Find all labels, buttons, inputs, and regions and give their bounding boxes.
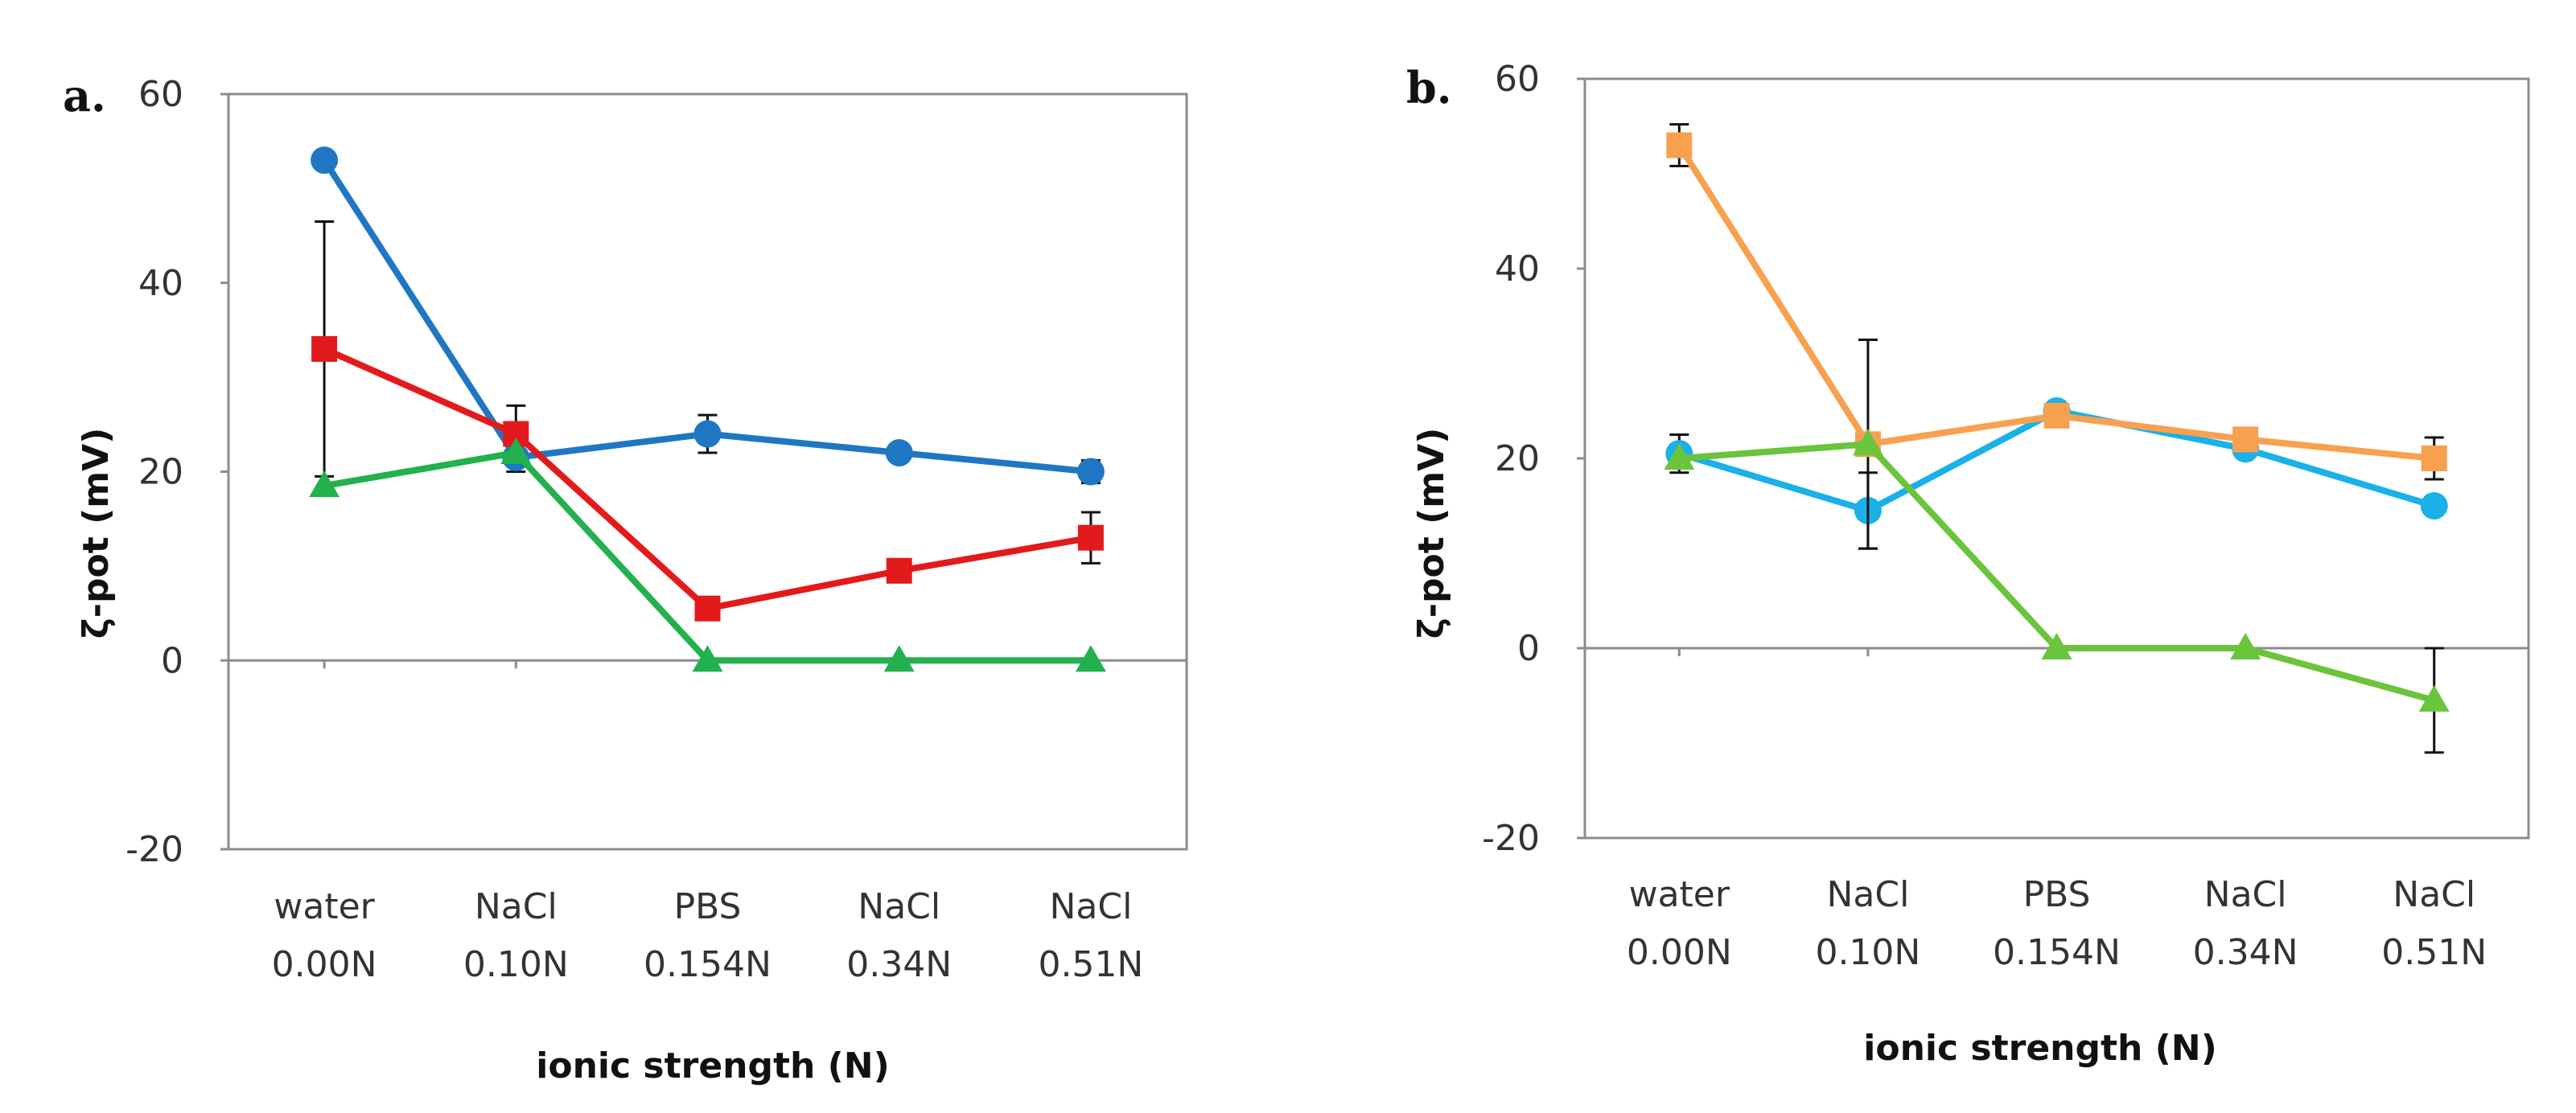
y-tick-label: 40 bbox=[1495, 248, 1540, 290]
x-category-label: 0.00N bbox=[272, 944, 377, 985]
x-category-label: 0.154N bbox=[1993, 932, 2121, 973]
data-point-triangle bbox=[2418, 684, 2450, 712]
data-point-triangle bbox=[500, 437, 532, 465]
data-point-square bbox=[2043, 402, 2070, 429]
data-point-triangle bbox=[883, 645, 915, 672]
data-point-square bbox=[694, 595, 721, 622]
x-category-label: 0.51N bbox=[1038, 944, 1143, 985]
y-tick-label: 60 bbox=[138, 74, 183, 115]
data-point-circle bbox=[1076, 458, 1105, 486]
data-point-circle bbox=[2420, 492, 2448, 520]
data-point-triangle bbox=[692, 645, 723, 672]
y-tick-label: 40 bbox=[138, 263, 183, 304]
x-category-label: NaCl bbox=[858, 886, 940, 927]
data-point-square bbox=[2421, 446, 2447, 471]
x-category-label: 0.00N bbox=[1627, 932, 1732, 973]
data-point-triangle bbox=[2230, 633, 2261, 659]
x-category-label: NaCl bbox=[1049, 886, 1132, 927]
y-axis-title: ζ-pot (mV) bbox=[76, 428, 117, 639]
x-axis-title: ionic strength (N) bbox=[536, 1045, 889, 1086]
x-category-label: 0.34N bbox=[846, 944, 952, 985]
y-axis-title: ζ-pot (mV) bbox=[1411, 428, 1452, 639]
x-category-label: water bbox=[1629, 874, 1730, 915]
y-tick-label: 0 bbox=[1517, 628, 1540, 669]
y-tick-label: -20 bbox=[1482, 818, 1540, 859]
x-category-label: NaCl bbox=[2393, 874, 2475, 915]
plot-area-frame bbox=[1583, 77, 2530, 840]
series-line bbox=[1678, 441, 2435, 704]
data-point-square bbox=[2232, 426, 2259, 453]
y-tick-label: 0 bbox=[161, 640, 183, 681]
x-category-label: 0.154N bbox=[644, 944, 772, 985]
y-tick-label: -20 bbox=[126, 829, 183, 870]
plot-area-frame bbox=[227, 92, 1188, 851]
panel-a: -20 0 20 40 60 water 0.00N NaCl 0.10N PBS 0.154N Na… bbox=[63, 70, 1188, 1086]
data-point-triangle bbox=[2041, 633, 2072, 659]
data-point-triangle bbox=[309, 470, 340, 498]
x-category-label: 0.10N bbox=[1815, 932, 1920, 973]
data-point-circle bbox=[885, 439, 913, 467]
data-point-square bbox=[1666, 132, 1693, 158]
x-category-label: water bbox=[274, 886, 375, 927]
x-category-label: 0.51N bbox=[2381, 932, 2487, 973]
series-2 bbox=[309, 437, 1106, 672]
data-point-square bbox=[1077, 524, 1104, 551]
data-point-triangle bbox=[1075, 645, 1106, 672]
data-point-square bbox=[311, 335, 338, 362]
x-category-label: PBS bbox=[674, 886, 742, 927]
panel-label: b. bbox=[1406, 62, 1452, 113]
series-line bbox=[323, 346, 1092, 612]
x-category-label: 0.10N bbox=[463, 944, 569, 985]
x-category-label: 0.34N bbox=[2193, 932, 2298, 973]
x-category-label: PBS bbox=[2023, 874, 2091, 915]
x-axis-title: ionic strength (N) bbox=[1863, 1028, 2216, 1069]
panel-b: -20 0 20 40 60 water 0.00N NaCl 0.10N PBS 0.154N Na… bbox=[1406, 59, 2530, 1069]
y-tick-label: 20 bbox=[1495, 438, 1540, 479]
data-point-circle bbox=[311, 146, 339, 175]
data-point-square bbox=[886, 557, 912, 584]
data-point-triangle bbox=[1852, 429, 1883, 456]
data-point-circle bbox=[693, 420, 722, 448]
series-0 bbox=[311, 146, 1105, 486]
x-category-label: NaCl bbox=[1826, 874, 1909, 915]
x-category-label: NaCl bbox=[2204, 874, 2287, 915]
y-tick-label: 60 bbox=[1495, 59, 1540, 100]
panel-label: a. bbox=[63, 70, 106, 121]
y-tick-label: 20 bbox=[138, 452, 183, 493]
x-category-label: NaCl bbox=[475, 886, 558, 927]
series-2 bbox=[1664, 429, 2450, 754]
data-point-triangle bbox=[1664, 443, 1695, 470]
